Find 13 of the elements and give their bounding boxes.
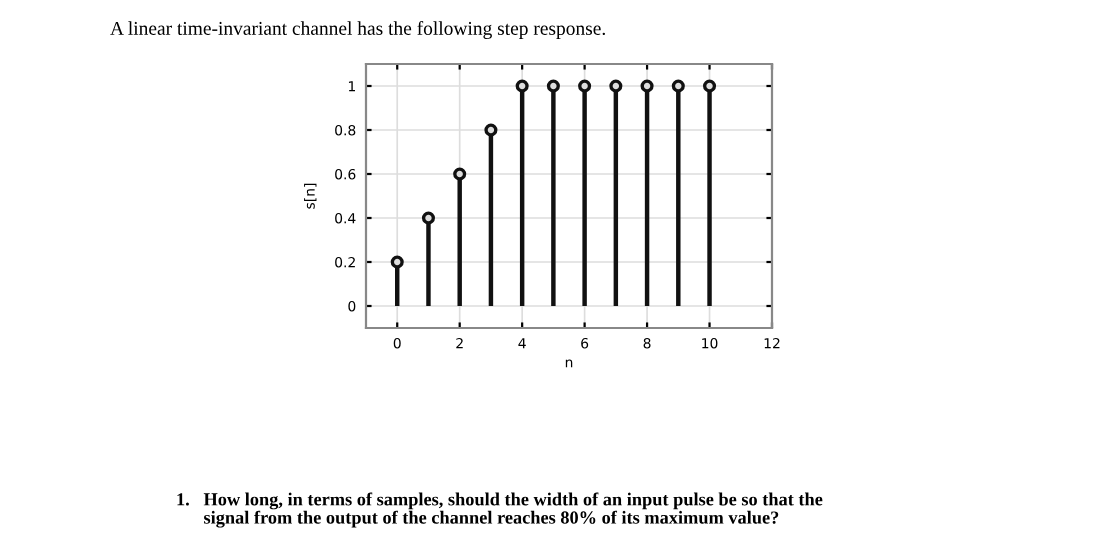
chart-title: A linear time-invariant channel has the following step response. xyxy=(110,21,605,39)
point xyxy=(671,79,685,93)
point xyxy=(453,167,467,181)
point xyxy=(609,79,623,93)
point xyxy=(421,211,435,225)
point xyxy=(703,79,717,93)
point xyxy=(484,123,498,137)
point xyxy=(390,255,404,269)
point xyxy=(546,79,560,93)
point xyxy=(578,79,592,93)
point xyxy=(515,79,529,93)
point xyxy=(640,79,654,93)
text: 1. How long, in terms of samples, should the width of an input pulse be so that the signal from the output of the channel reaches 80% of its maximum value? xyxy=(177,492,823,528)
